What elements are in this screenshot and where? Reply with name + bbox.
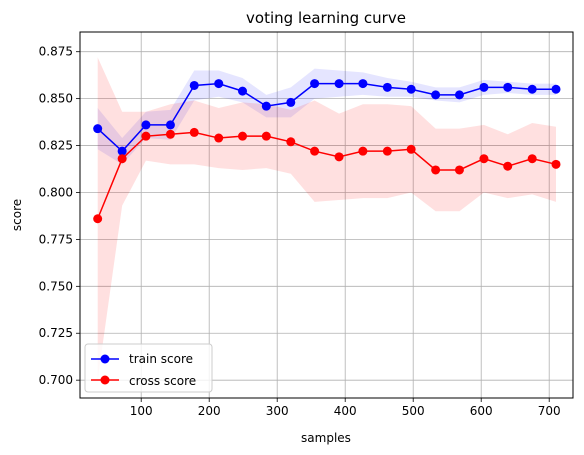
train-score-point xyxy=(286,97,296,107)
y-tick-label: 0.700 xyxy=(39,373,73,387)
cross-score-point xyxy=(189,127,199,137)
cross-score-point xyxy=(286,137,296,147)
train-score-point xyxy=(431,90,441,100)
x-tick-label: 300 xyxy=(266,404,289,418)
x-tick-label: 600 xyxy=(470,404,493,418)
train-score-point xyxy=(527,84,537,94)
cross-score-point xyxy=(334,152,344,162)
y-tick-label: 0.850 xyxy=(39,92,73,106)
legend-cross-label: cross score xyxy=(129,374,196,388)
cross-score-point xyxy=(454,165,464,175)
train-score-point xyxy=(214,79,224,89)
y-axis-ticks: 0.700 0.725 0.750 0.775 0.800 0.825 0.850 0.875 xyxy=(39,45,80,387)
legend: train score cross score xyxy=(84,343,213,393)
legend-train-label: train score xyxy=(129,352,193,366)
cross-score-point xyxy=(165,129,175,139)
x-axis-ticks: 100 200 300 400 500 600 700 xyxy=(130,398,561,418)
x-tick-label: 700 xyxy=(538,404,561,418)
train-score-point xyxy=(454,90,464,100)
train-score-point xyxy=(310,79,320,89)
x-tick-label: 500 xyxy=(402,404,425,418)
series-layer xyxy=(93,79,561,224)
cross-score-point xyxy=(503,161,513,171)
y-tick-label: 0.775 xyxy=(39,232,73,246)
plot-frame xyxy=(79,31,574,399)
train-score-point xyxy=(141,120,151,130)
y-tick-label: 0.725 xyxy=(39,326,73,340)
x-tick-label: 400 xyxy=(334,404,357,418)
train-score-point xyxy=(358,79,368,89)
cross-score-point xyxy=(261,131,271,141)
cross-score-point xyxy=(431,165,441,175)
x-tick-label: 200 xyxy=(198,404,221,418)
chart-title: voting learning curve xyxy=(246,9,406,27)
train-score-point xyxy=(406,84,416,94)
grid xyxy=(80,32,573,398)
train-score-point xyxy=(334,79,344,89)
y-tick-label: 0.800 xyxy=(39,185,73,199)
y-tick-label: 0.750 xyxy=(39,279,73,293)
y-axis-label: score xyxy=(10,199,24,231)
y-tick-label: 0.825 xyxy=(39,139,73,153)
x-tick-label: 100 xyxy=(130,404,153,418)
cross-score-point xyxy=(551,159,561,169)
cross-score-point xyxy=(141,131,151,141)
cross-score-point xyxy=(93,214,103,224)
train-score-point xyxy=(503,82,513,92)
cross-score-point xyxy=(214,133,224,143)
cross-score-point xyxy=(406,144,416,154)
cross-score-point xyxy=(479,154,489,164)
train-score-point xyxy=(382,82,392,92)
cross-score-point xyxy=(382,146,392,156)
confidence-bands xyxy=(97,57,557,381)
train-score-point xyxy=(551,84,561,94)
train-score-point xyxy=(189,80,199,90)
train-score-point xyxy=(261,101,271,111)
train-score-point xyxy=(479,82,489,92)
cross-score-point xyxy=(117,154,127,164)
cross-score-band xyxy=(97,57,557,381)
cross-score-point xyxy=(527,154,537,164)
train-score-point xyxy=(117,146,127,156)
y-tick-label: 0.875 xyxy=(39,45,73,59)
legend-train-marker xyxy=(100,354,110,364)
legend-cross-marker xyxy=(100,375,110,385)
train-score-point xyxy=(238,86,248,96)
x-axis-label: samples xyxy=(301,431,351,445)
cross-score-point xyxy=(238,131,248,141)
train-score-band xyxy=(97,68,557,165)
cross-score-point xyxy=(358,146,368,156)
train-score-point xyxy=(165,120,175,130)
cross-score-point xyxy=(310,146,320,156)
train-score-point xyxy=(93,124,103,134)
